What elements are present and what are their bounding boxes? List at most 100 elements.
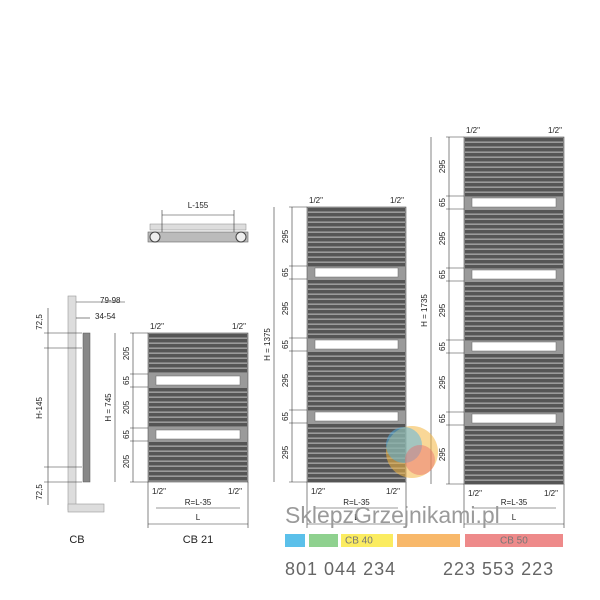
tube [149,393,247,397]
tube [465,451,563,455]
tube [465,431,563,435]
color-swatch [309,534,338,547]
dim-label: 79-98 [100,296,121,305]
tube [149,472,247,476]
tube [465,148,563,152]
gap [155,429,241,440]
tube [308,290,405,294]
section-label: 295 [281,301,290,315]
dim-label: 72,5 [35,484,44,500]
tube [465,302,563,306]
tube [465,399,563,403]
tube [308,263,405,267]
phone: 801 044 234 [285,559,396,579]
tube [308,407,405,411]
spacing-label: R=L-35 [185,498,212,507]
bracket [149,223,247,231]
tube [465,163,563,167]
section-label: 205 [122,346,131,360]
tube [465,364,563,368]
height-label: H = 745 [104,393,113,422]
tube [465,312,563,316]
tube [308,335,405,339]
tube [465,436,563,440]
tube [308,449,405,453]
tube [465,374,563,378]
connection-label: 1/2" [466,126,480,135]
tube [308,424,405,428]
dim-label: L-155 [188,201,209,210]
tube [149,413,247,417]
tube [149,462,247,466]
tube [308,454,405,458]
top-view: L-155 [147,201,249,243]
tube [465,255,563,259]
model-label: CB [69,534,84,546]
section-label: 65 [281,412,290,421]
tube [465,245,563,249]
tube [308,228,405,232]
tube [149,403,247,407]
connection-label: 1/2" [228,487,242,496]
tube [465,287,563,291]
tube [465,215,563,219]
tube [308,238,405,242]
tube [149,423,247,427]
tube [149,349,247,353]
tube [308,402,405,406]
logo [386,427,422,463]
section-label: 65 [438,414,447,423]
section-label: 65 [281,340,290,349]
connection-label: 1/2" [468,489,482,498]
tube [308,367,405,371]
tube [149,447,247,451]
tube [465,461,563,465]
tube [465,168,563,172]
tube [149,398,247,402]
radiators: 205 65 205 65 205 H = 745 1/2" 1/2" 1/2" 1/2" R=L-… [104,126,565,546]
tube [149,359,247,363]
watermark-text: SklepzGrzejnikami.pl [285,502,500,528]
tube [308,444,405,448]
tube [465,265,563,269]
section-label: 295 [438,375,447,389]
section-label: 295 [281,229,290,243]
connection-label: 1/2" [548,126,562,135]
tube [465,230,563,234]
tube [308,377,405,381]
color-swatch [285,534,305,547]
tube [465,193,563,197]
radiator-side [82,332,91,483]
gap [471,341,557,352]
tube [308,305,405,309]
model-label: CB 50 [500,536,528,547]
tube [308,218,405,222]
tube [308,434,405,438]
gap [314,267,399,278]
connection-label: 1/2" [232,322,246,331]
tube [465,292,563,296]
spacing-label: R=L-35 [501,498,528,507]
tube [308,357,405,361]
tube [465,250,563,254]
watermark: SklepzGrzejnikami.pl CB 40 CB 50 801 044… [285,426,563,579]
tube [465,210,563,214]
height-label: H = 1375 [263,328,272,361]
tube [308,392,405,396]
tube [308,253,405,257]
tube [465,188,563,192]
tube [308,362,405,366]
tube [465,183,563,187]
tube [149,364,247,368]
tube [149,344,247,348]
tube [308,310,405,314]
section-label: 65 [122,430,131,439]
tube [465,158,563,162]
tube [465,354,563,358]
tube [308,315,405,319]
tube [149,369,247,373]
tube [465,369,563,373]
connection-label: 1/2" [544,489,558,498]
wall [67,295,77,511]
gap [155,375,241,386]
